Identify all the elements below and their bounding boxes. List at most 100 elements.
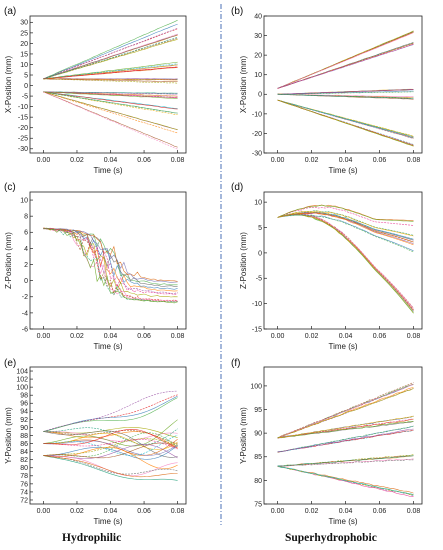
trajectory-line (43, 91, 178, 99)
trajectory-line (277, 99, 414, 139)
trajectory-line (43, 394, 178, 432)
series-group (43, 390, 178, 481)
x-tick-label: 0.02 (70, 157, 84, 164)
trajectory-line (277, 465, 414, 494)
trajectory-line (43, 91, 178, 114)
x-tick-label: 0.08 (171, 508, 185, 515)
series-group (277, 30, 414, 147)
trajectory-line (43, 78, 178, 82)
y-tick-label: 20 (20, 41, 28, 48)
trajectory-line (277, 214, 414, 314)
trajectory-line (43, 431, 178, 442)
y-tick-label: -2 (22, 294, 28, 301)
x-axis-label: Time (s) (328, 517, 357, 526)
trajectory-line (277, 465, 414, 495)
trajectory-line (277, 99, 414, 137)
trajectory-line (43, 455, 178, 478)
trajectory-line (277, 100, 414, 138)
x-tick-label: 0.02 (305, 157, 319, 164)
trajectory-line (43, 91, 178, 109)
trajectory-line (277, 44, 414, 89)
y-tick-label: 82 (20, 457, 28, 464)
x-axis-label: Time (s) (93, 517, 122, 526)
x-axis-label: Time (s) (328, 166, 357, 175)
trajectory-line (277, 211, 414, 243)
x-tick-label: 0.06 (373, 157, 387, 164)
y-tick-label: 90 (254, 431, 262, 438)
plot-frame (263, 191, 423, 330)
x-tick-label: 0.00 (271, 508, 285, 515)
trajectory-line (43, 91, 178, 95)
superhydrophobic-label: Superhydrophobic (285, 532, 377, 544)
y-tick-label: 85 (254, 454, 262, 461)
y-tick-label: 88 (20, 433, 28, 440)
y-tick-label: 104 (16, 368, 28, 375)
trajectory-line (43, 91, 178, 134)
series-group (277, 382, 414, 497)
x-tick-label: 0.08 (171, 333, 185, 340)
trajectory-line (277, 204, 414, 222)
y-tick-label: 84 (20, 449, 28, 456)
y-tick-label: 40 (254, 13, 262, 20)
trajectory-line (43, 91, 178, 110)
x-tick-label: 0.00 (37, 508, 51, 515)
y-tick-label: 96 (20, 401, 28, 408)
x-tick-label: 0.06 (373, 333, 387, 340)
y-tick-label: 95 (254, 407, 262, 414)
y-tick-label: -25 (18, 136, 28, 143)
y-axis-label: Z-Position (mm) (4, 232, 13, 289)
trajectory-line (43, 228, 178, 294)
x-tick-label: 0.02 (305, 333, 319, 340)
y-tick-label: 92 (20, 417, 28, 424)
trajectory-line (43, 37, 178, 80)
y-tick-label: 30 (254, 33, 262, 40)
y-tick-label: 80 (20, 465, 28, 472)
y-tick-label: 0 (24, 83, 28, 90)
trajectory-line (43, 34, 178, 80)
x-tick-label: 0.04 (104, 508, 118, 515)
trajectory-line (277, 213, 414, 311)
y-tick-label: 74 (20, 489, 28, 496)
trajectory-line (277, 425, 414, 453)
x-tick-label: 0.04 (339, 508, 353, 515)
trajectory-line (43, 66, 178, 80)
trajectory-line (43, 227, 178, 292)
x-tick-label: 0.00 (37, 157, 51, 164)
y-tick-label: 5 (258, 225, 262, 232)
y-tick-label: -6 (22, 326, 28, 333)
x-tick-label: 0.08 (407, 508, 421, 515)
trajectory-line (43, 228, 178, 302)
y-tick-label: 10 (254, 72, 262, 79)
y-tick-label: 100 (16, 385, 28, 392)
y-tick-label: 0 (258, 92, 262, 99)
trajectory-line (277, 214, 414, 253)
trajectory-line (43, 430, 178, 445)
series-group (43, 227, 178, 304)
y-tick-label: -20 (252, 131, 262, 138)
y-tick-label: -4 (22, 310, 28, 317)
trajectory-line (277, 466, 414, 497)
trajectory-line (43, 227, 178, 282)
trajectory-line (43, 227, 178, 302)
y-tick-label: -5 (256, 276, 262, 283)
trajectory-line (277, 204, 414, 221)
y-tick-label: -30 (18, 146, 28, 153)
panel-b: 0.00 0.02 0.04 0.06 0.08 -30 -20 -10 0 10 20 30 40 Ti… (231, 6, 423, 175)
trajectory-line (277, 214, 414, 312)
trajectory-line (43, 397, 178, 432)
trajectory-line (43, 91, 178, 130)
trajectory-line (277, 420, 414, 439)
y-tick-label: 5 (24, 72, 28, 79)
panel-label: (f) (231, 358, 240, 369)
trajectory-line (43, 438, 178, 456)
x-tick-label: 0.06 (373, 508, 387, 515)
y-tick-label: 0 (258, 250, 262, 257)
y-tick-label: 10 (20, 197, 28, 204)
trajectory-line (277, 458, 414, 467)
y-axis-label: X-Position (mm) (4, 55, 13, 113)
trajectory-line (43, 390, 178, 432)
x-tick-label: 0.00 (37, 333, 51, 340)
x-axis-label: Time (s) (328, 342, 357, 351)
trajectory-line (43, 228, 178, 295)
x-axis-label: Time (s) (93, 166, 122, 175)
